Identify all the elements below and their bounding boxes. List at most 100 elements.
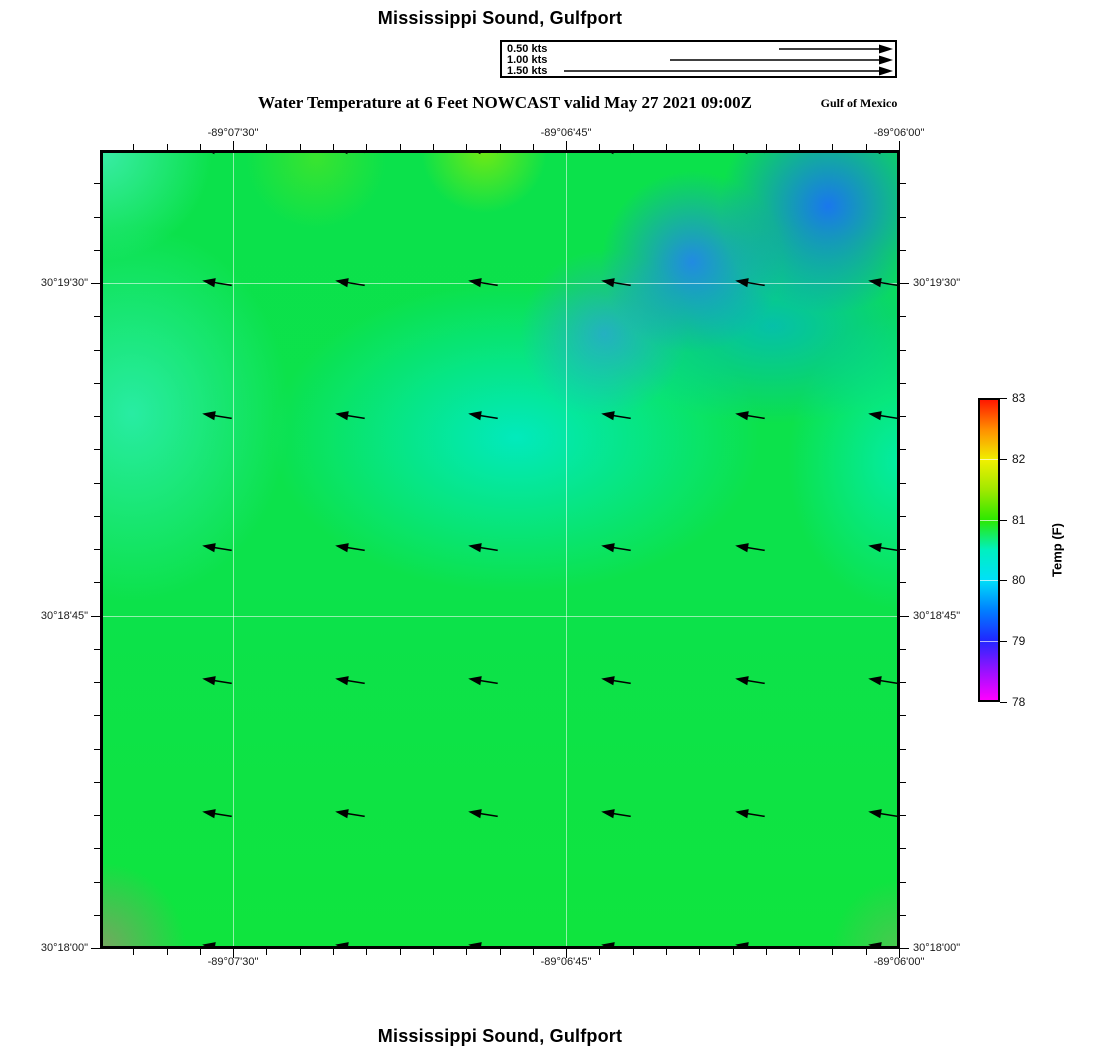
latitude-label-right: 30°19'30" [913,277,961,289]
lat-tick [900,416,906,417]
lat-tick [900,316,906,318]
lon-tick [466,144,468,150]
latitude-label-left: 30°19'30" [40,277,88,289]
lon-tick [199,144,201,150]
colorbar-tick-label: 80 [1012,573,1026,588]
page-title: Mississippi Sound, Gulfport [377,8,623,28]
west-arrow-icon [202,809,232,819]
west-arrow-icon [335,543,365,553]
legend-arrows [564,44,893,76]
west-arrow-icon [202,278,232,288]
legend-arrow-head [879,66,893,76]
current-arrow [867,274,897,293]
lon-tick [299,144,301,150]
west-arrow-icon [601,809,631,819]
west-arrow-icon [735,809,765,819]
current-arrow [201,938,233,946]
lon-tick [566,141,568,150]
current-arrow [734,153,766,159]
lat-tick [94,216,100,218]
latitude-label-left: 30°18'00" [40,942,88,954]
west-arrow-icon [202,411,232,421]
current-arrow [467,805,499,824]
lon-tick [166,144,168,150]
longitude-label-bottom: -89°07'30" [207,956,259,968]
lon-tick [499,144,501,150]
current-arrow [334,539,366,558]
lon-tick [732,949,734,955]
west-arrow-icon [335,278,365,288]
subtitle: Water Temperature at 6 Feet NOWCAST vali… [258,93,752,112]
lat-tick [900,748,906,750]
footer-title: Mississippi Sound, Gulfport [377,1026,623,1046]
colorbar-title: Temp (F) [1049,523,1065,577]
lat-tick [91,615,100,617]
lon-tick [566,949,568,958]
lat-tick [94,449,100,451]
lon-tick [333,949,335,955]
lat-tick [900,615,909,617]
lon-tick [799,144,801,150]
lat-tick [94,382,100,384]
lon-tick [665,949,667,955]
lon-tick [632,949,634,955]
current-arrow [734,539,766,558]
lat-tick [900,948,909,949]
west-arrow-icon [601,278,631,288]
lon-tick [299,949,301,955]
latitude-label-left: 30°18'45" [40,610,88,622]
colorbar [978,398,1000,702]
colorbar-tick [1000,519,1007,521]
west-arrow-icon [468,153,498,155]
lat-tick [91,283,100,284]
lat-tick [900,715,906,717]
lat-tick [94,848,100,850]
lat-tick [94,914,100,916]
west-arrow-icon [735,676,765,686]
current-arrow [201,274,233,293]
colorbar-gridline [980,458,998,460]
colorbar-gridline [980,519,998,521]
colorbar-tick-label: 79 [1012,634,1026,649]
current-arrow [734,407,766,426]
current-arrow [467,153,499,159]
west-arrow-icon [868,809,897,819]
west-arrow-icon [468,809,498,819]
west-arrow-icon [868,543,897,553]
lat-tick [900,914,906,916]
colorbar-tick [1000,702,1007,703]
west-arrow-icon [202,153,232,155]
current-arrow [600,938,632,946]
west-arrow-icon [868,942,897,946]
current-arrow [334,938,366,946]
current-arrow [334,153,366,159]
legend-speed-label: 1.00 kts [507,54,548,66]
west-arrow-icon [335,153,365,155]
lon-tick [732,144,734,150]
current-arrow [201,539,233,558]
current-arrow [600,539,632,558]
west-arrow-icon [735,543,765,553]
west-arrow-icon [601,411,631,421]
longitude-label-bottom: -89°06'45" [540,956,592,968]
colorbar-tick-label: 83 [1012,391,1026,405]
west-arrow-icon [868,278,897,288]
lat-tick [900,815,906,816]
west-arrow-icon [601,543,631,553]
lon-tick [899,141,900,150]
lon-tick [532,949,534,955]
lon-tick [133,144,135,150]
gridline-latitude [103,283,897,284]
current-arrow [467,672,499,691]
current-arrow [867,407,897,426]
west-arrow-icon [335,942,365,946]
lat-tick [900,349,906,351]
current-arrow [334,274,366,293]
west-arrow-icon [468,411,498,421]
colorbar-tick-label: 78 [1012,695,1026,709]
lon-tick [399,949,401,955]
lat-tick [900,848,906,850]
longitude-label-bottom: -89°06'00" [873,956,925,968]
lon-tick [499,949,501,955]
